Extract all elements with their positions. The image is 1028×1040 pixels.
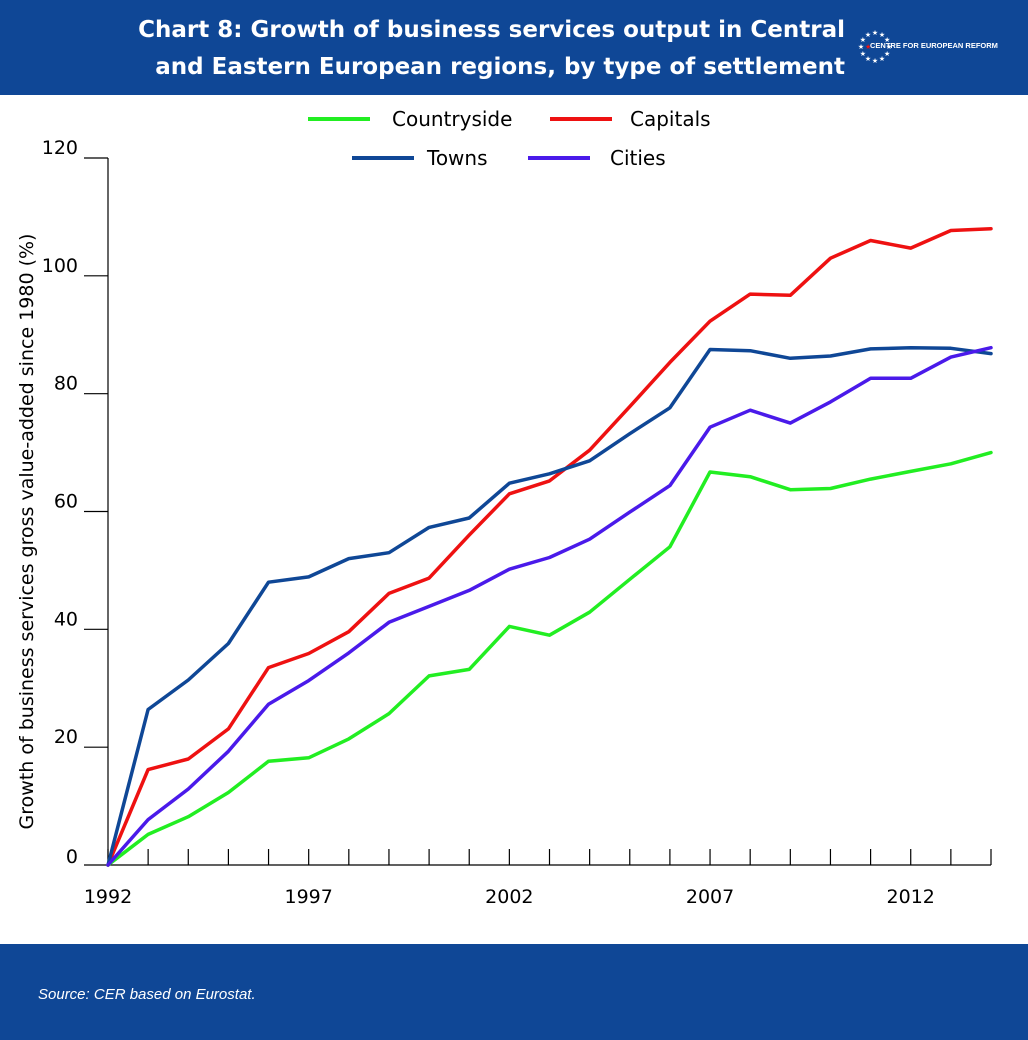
y-tick-label: 120 — [42, 137, 78, 159]
x-tick-label: 2002 — [485, 886, 533, 908]
y-tick-label: 80 — [54, 373, 78, 395]
series-line-capitals — [106, 226, 993, 867]
series-line-towns — [106, 345, 993, 867]
x-tick-label: 1997 — [285, 886, 333, 908]
cer-logo: ★ ★ ★ ★ ★ ★ ★ ★ ★ ★ ★ ★ ★ CENTRE FOR EUROPEAN REFORM — [858, 22, 1018, 72]
chart-title: Chart 8: Growth of business services out… — [130, 12, 845, 86]
svg-text:★: ★ — [860, 36, 866, 44]
eu-stars-icon: ★ ★★★★★★★★★★★★ — [858, 29, 892, 65]
series-line-countryside — [106, 450, 993, 867]
x-tick-label: 2012 — [887, 886, 935, 908]
legend-label-countryside: Countryside — [392, 107, 512, 131]
svg-text:★: ★ — [858, 43, 864, 51]
footer-banner — [0, 944, 1028, 1040]
x-tick-label: 1992 — [84, 886, 132, 908]
svg-text:★: ★ — [872, 57, 878, 65]
legend-label-capitals: Capitals — [630, 107, 711, 131]
y-tick-label: 100 — [42, 255, 78, 277]
y-tick-label: 0 — [66, 846, 78, 868]
svg-text:★: ★ — [865, 55, 871, 63]
x-tick-label: 2007 — [686, 886, 734, 908]
header-banner: Chart 8: Growth of business services out… — [0, 0, 1028, 95]
legend-label-towns: Towns — [426, 146, 488, 170]
svg-text:★: ★ — [879, 55, 885, 63]
chart-title-line-2: and Eastern European regions, by type of… — [155, 54, 845, 80]
chart-title-line-1: Chart 8: Growth of business services out… — [138, 17, 845, 43]
source-note: Source: CER based on Eurostat. — [38, 986, 256, 1003]
y-tick-label: 40 — [54, 608, 78, 630]
svg-text:★: ★ — [860, 50, 866, 58]
svg-text:★: ★ — [886, 43, 892, 51]
y-axis-title: Growth of business services gross value-… — [16, 234, 38, 830]
series-line-cities — [106, 345, 993, 867]
y-tick-label: 60 — [54, 491, 78, 513]
logo-text: CENTRE FOR EUROPEAN REFORM — [870, 41, 998, 50]
legend-label-cities: Cities — [610, 146, 666, 170]
y-tick-label: 20 — [54, 726, 78, 748]
svg-text:★: ★ — [879, 31, 885, 39]
svg-text:★: ★ — [872, 29, 878, 37]
svg-text:★: ★ — [865, 43, 871, 51]
svg-text:★: ★ — [884, 50, 890, 58]
line-chart: 0 20 40 60 80 100 120 1992 1997 2002 2007 2012 Growt… — [16, 107, 993, 908]
svg-text:★: ★ — [865, 31, 871, 39]
svg-text:★: ★ — [884, 36, 890, 44]
